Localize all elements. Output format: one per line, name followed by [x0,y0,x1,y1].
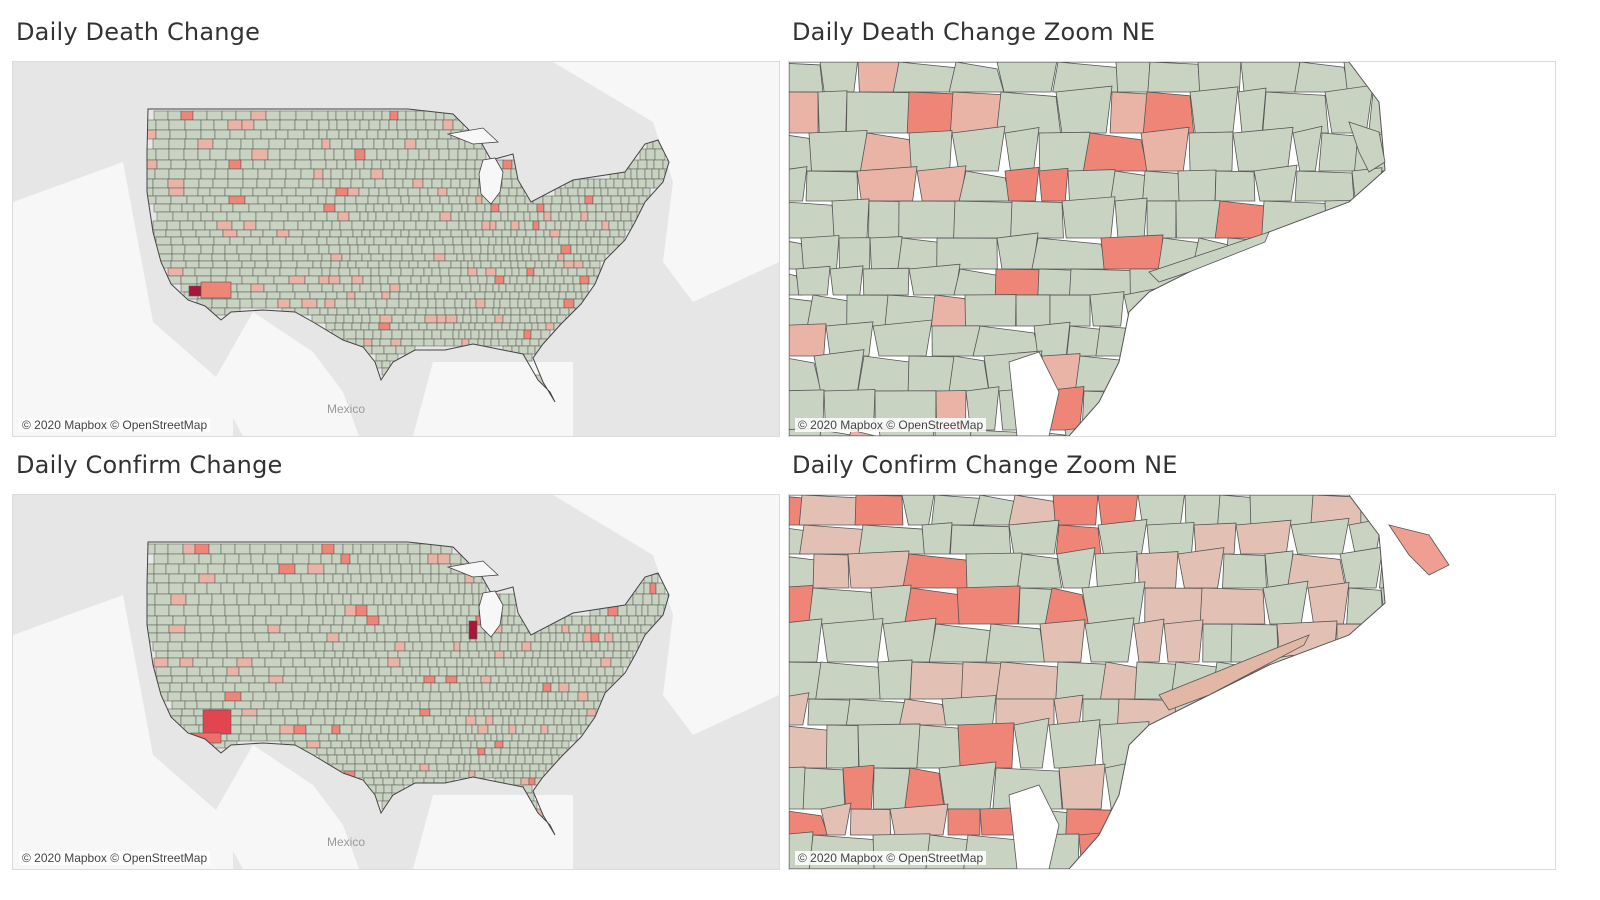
us-county-map[interactable] [13,62,779,436]
ne-county-map[interactable] [789,62,1555,436]
map-death-ne[interactable]: © 2020 Mapbox © OpenStreetMap [788,61,1556,437]
panel-death-ne: Daily Death Change Zoom NE © 2020 Mapbox… [788,18,1556,438]
map-attribution[interactable]: © 2020 Mapbox © OpenStreetMap [19,851,211,865]
map-attribution[interactable]: © 2020 Mapbox © OpenStreetMap [795,418,987,432]
map-death-us[interactable]: Mexico © 2020 Mapbox © OpenStreetMap [12,61,780,437]
panel-title: Daily Confirm Change [16,451,283,479]
map-confirm-ne[interactable]: © 2020 Mapbox © OpenStreetMap [788,494,1556,870]
map-attribution[interactable]: © 2020 Mapbox © OpenStreetMap [19,418,211,432]
map-place-label: Mexico [327,835,366,849]
map-place-label: Mexico [327,402,366,416]
panel-title: Daily Death Change Zoom NE [792,18,1156,46]
panel-death-us: Daily Death Change Mexico © 2020 Mapbox … [12,18,780,438]
panel-title: Daily Confirm Change Zoom NE [792,451,1178,479]
panel-confirm-us: Daily Confirm Change Mexico © 2020 Mapbo… [12,451,780,871]
map-confirm-us[interactable]: Mexico © 2020 Mapbox © OpenStreetMap [12,494,780,870]
panel-title: Daily Death Change [16,18,261,46]
panel-confirm-ne: Daily Confirm Change Zoom NE © 2020 Mapb… [788,451,1556,871]
ne-county-map[interactable] [789,495,1555,869]
us-county-map[interactable] [13,495,779,869]
map-attribution[interactable]: © 2020 Mapbox © OpenStreetMap [795,851,987,865]
